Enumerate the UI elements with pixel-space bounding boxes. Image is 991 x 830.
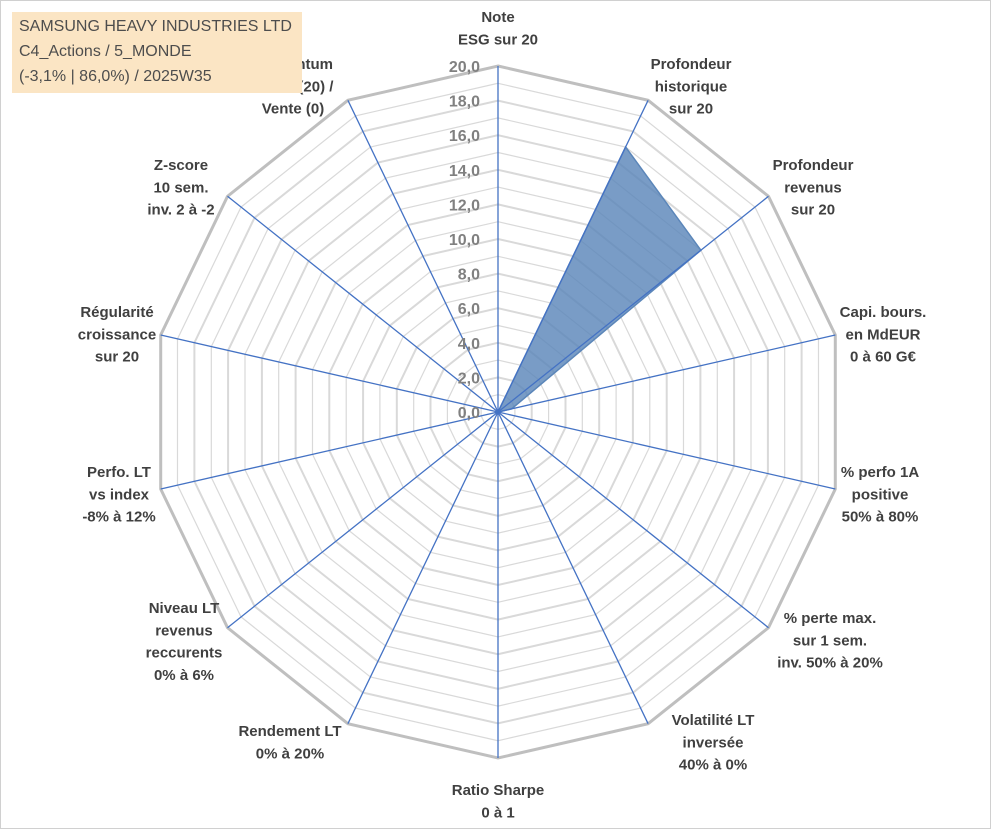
axis-label-line: Niveau LT: [149, 600, 220, 617]
axis-label-line: 0 à 60 G€: [850, 349, 917, 366]
axis-label: Ratio Sharpe 0 à 1: [452, 782, 545, 821]
axis-label-line: Vente (0): [262, 101, 325, 118]
axis-label-line: Capi. bours.: [840, 304, 927, 321]
axis-label-line: en MdEUR: [846, 326, 921, 343]
axis-label-line: historique: [655, 78, 728, 95]
tick-label: 18,0: [449, 94, 480, 111]
axis-label: Capi. bours. en MdEUR 0 à 60 G€: [840, 304, 927, 366]
tick-label: 12,0: [449, 197, 480, 214]
axis-label-line: 0% à 20%: [256, 745, 324, 762]
tick-label: 4,0: [458, 336, 480, 353]
axis-label-line: Profondeur: [651, 56, 732, 73]
radar-tick-labels: 0,0 2,0 4,0 6,0 8,0 10,0 12,0 14,0 16,0 18,0 20,0: [449, 59, 480, 422]
axis-label: % perfo 1A positive 50% à 80%: [841, 464, 920, 526]
axis-label-line: inversée: [683, 734, 744, 751]
axis-label-line: sur 20: [669, 101, 713, 118]
tick-label: 20,0: [449, 59, 480, 76]
tick-label: 2,0: [458, 370, 480, 387]
axis-label-line: 50% à 80%: [842, 509, 919, 526]
axis-label-line: -8% à 12%: [82, 509, 155, 526]
axis-label-line: % perte max.: [784, 610, 877, 627]
tick-label: 6,0: [458, 301, 480, 318]
axis-label: Note ESG sur 20: [458, 9, 538, 48]
axis-label-line: % perfo 1A: [841, 464, 920, 481]
axis-label-line: Volatilité LT: [672, 712, 755, 729]
category-path: C4_Actions / 5_MONDE: [19, 39, 295, 64]
axis-label: Volatilité LT inversée 40% à 0%: [672, 712, 755, 774]
axis-label: Profondeur revenus sur 20: [773, 157, 854, 219]
axis-label-line: ESG sur 20: [458, 31, 538, 48]
axis-label: Régularité croissance sur 20: [78, 304, 156, 366]
axis-label-line: positive: [852, 486, 909, 503]
axis-label-line: reccurents: [146, 645, 223, 662]
axis-label-line: 10 sem.: [153, 179, 208, 196]
axis-label-line: revenus: [155, 622, 213, 639]
axis-label-line: inv. 50% à 20%: [777, 655, 883, 672]
axis-label-line: Note: [481, 9, 514, 26]
axis-label-line: 0 à 1: [481, 804, 514, 821]
tick-label: 14,0: [449, 163, 480, 180]
axis-label-line: Profondeur: [773, 157, 854, 174]
axis-label: Z-score 10 sem. inv. 2 à -2: [147, 157, 214, 219]
axis-label: Niveau LT revenus reccurents 0% à 6%: [146, 600, 223, 684]
axis-label-line: sur 20: [95, 349, 139, 366]
axis-label-line: Rendement LT: [238, 723, 341, 740]
axis-label-line: inv. 2 à -2: [147, 202, 214, 219]
company-name: SAMSUNG HEAVY INDUSTRIES LTD: [19, 14, 295, 39]
tick-label: 10,0: [449, 232, 480, 249]
axis-label-line: vs index: [89, 486, 150, 503]
axis-label-line: Ratio Sharpe: [452, 782, 545, 799]
stock-info-box: SAMSUNG HEAVY INDUSTRIES LTD C4_Actions …: [12, 12, 302, 93]
axis-label: Rendement LT 0% à 20%: [238, 723, 341, 762]
axis-label-line: 40% à 0%: [679, 757, 747, 774]
axis-label-line: sur 1 sem.: [793, 632, 867, 649]
tick-label: 16,0: [449, 128, 480, 145]
performance-week: (-3,1% | 86,0%) / 2025W35: [19, 64, 295, 89]
axis-label-line: croissance: [78, 326, 156, 343]
axis-label-line: revenus: [784, 179, 842, 196]
axis-label-line: Perfo. LT: [87, 464, 151, 481]
axis-label-line: 0% à 6%: [154, 667, 214, 684]
axis-label: Perfo. LT vs index -8% à 12%: [82, 464, 155, 526]
tick-label: 8,0: [458, 267, 480, 284]
axis-label-line: sur 20: [791, 202, 835, 219]
axis-label: % perte max. sur 1 sem. inv. 50% à 20%: [777, 610, 883, 672]
axis-label-line: Z-score: [154, 157, 208, 174]
tick-label: 0,0: [458, 405, 480, 422]
axis-label-line: Régularité: [80, 304, 153, 321]
axis-label: Profondeur historique sur 20: [651, 56, 732, 118]
